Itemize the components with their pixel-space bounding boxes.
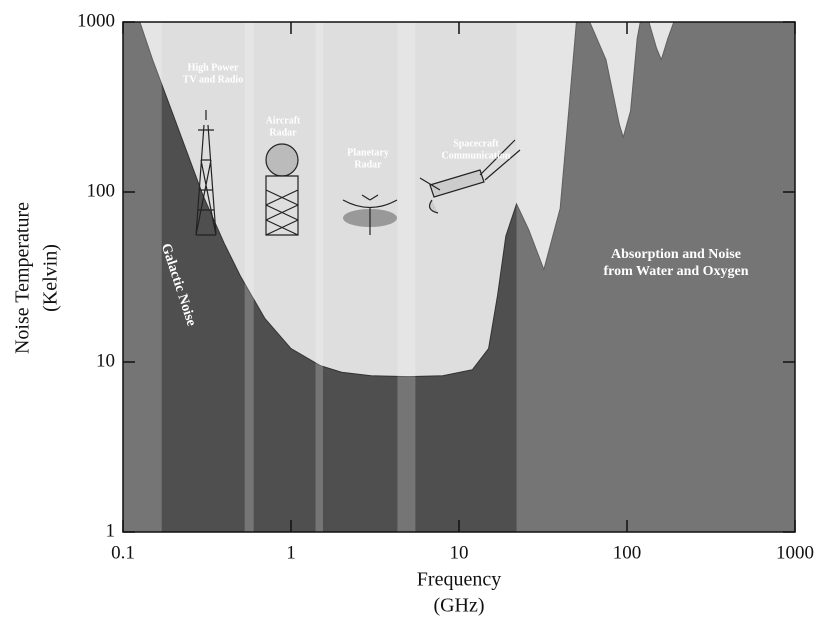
y-tick-label: 10: [96, 350, 115, 371]
annotation: Communication: [442, 150, 511, 161]
annotation: Radar: [269, 127, 297, 138]
band: [516, 22, 795, 532]
band: [397, 22, 416, 532]
icons: [195, 110, 521, 236]
noise-area: [123, 22, 795, 532]
y-tick-label: 1: [106, 520, 116, 541]
annotation: Aircraft: [266, 115, 301, 126]
annotation: from Water and Oxygen: [603, 264, 748, 279]
annotation: Spacecraft: [453, 138, 499, 149]
x-axis-label: Frequency: [417, 569, 501, 591]
annotation: High Power: [188, 62, 239, 73]
annotation: Radar: [354, 159, 382, 170]
x-tick-label: 1000: [776, 542, 814, 563]
x-tick-label: 10: [450, 542, 469, 563]
annotation: Absorption and Noise: [611, 247, 741, 262]
band: [315, 22, 323, 532]
band: [123, 22, 162, 532]
y-axis-label: (Kelvin): [40, 244, 62, 312]
plot-area: [123, 22, 795, 532]
annotation: TV and Radio: [183, 74, 243, 85]
x-axis-label: (GHz): [433, 595, 484, 617]
x-tick-label: 0.1: [111, 542, 135, 563]
y-tick-label: 100: [87, 180, 116, 201]
x-tick-label: 1: [286, 542, 296, 563]
x-tick-label: 100: [613, 542, 642, 563]
band: [244, 22, 254, 532]
y-axis-label: Noise Temperature: [12, 202, 34, 354]
annotation: Planetary: [347, 147, 389, 158]
y-tick-label: 1000: [77, 10, 115, 31]
